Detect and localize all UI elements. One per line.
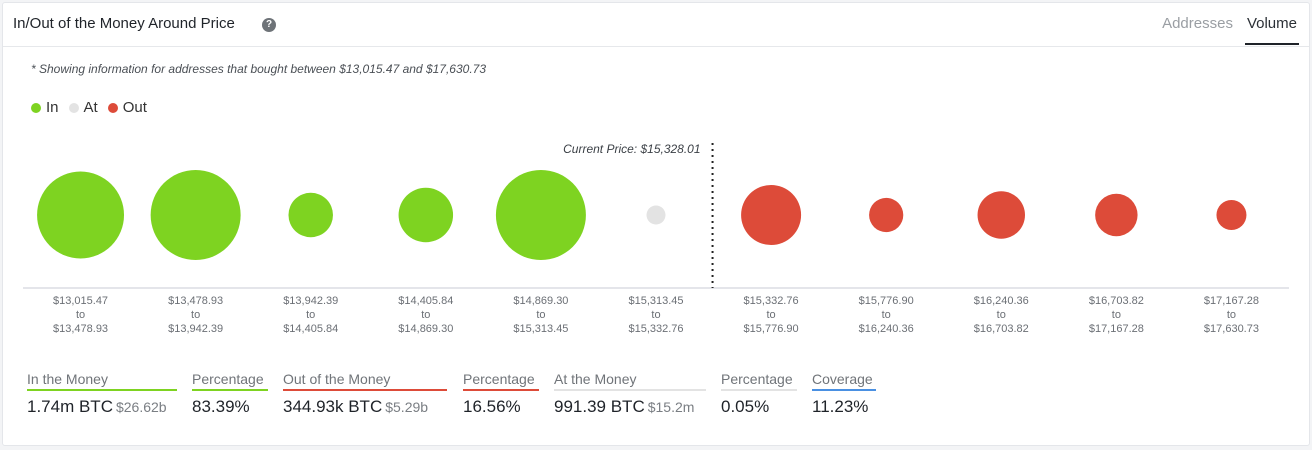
range-joiner-label: to bbox=[76, 309, 85, 321]
range-from-label: $14,869.30 bbox=[513, 295, 568, 307]
stat-label-coverage: Coverage bbox=[812, 371, 876, 391]
stat-out-of-the-money: Out of the Money 344.93k BTC $5.29b bbox=[283, 371, 447, 417]
bubble-out[interactable] bbox=[741, 185, 802, 245]
stat-value-at-the-money: 991.39 BTC $15.2m bbox=[554, 397, 706, 417]
legend-dot-in bbox=[31, 102, 41, 113]
range-to-label: $13,478.93 bbox=[53, 323, 108, 335]
range-joiner-label: to bbox=[651, 309, 660, 321]
stat-percentage-out: Percentage 16.56% bbox=[463, 371, 539, 417]
range-to-label: $17,167.28 bbox=[1089, 323, 1144, 335]
range-from-label: $15,332.76 bbox=[744, 295, 799, 307]
range-joiner-label: to bbox=[421, 309, 430, 321]
range-joiner-label: to bbox=[997, 309, 1006, 321]
range-to-label: $15,313.45 bbox=[513, 323, 568, 335]
bubble-in[interactable] bbox=[150, 170, 241, 260]
legend-label-in: In bbox=[46, 99, 59, 116]
bubble-out[interactable] bbox=[1216, 200, 1247, 230]
range-to-label: $14,869.30 bbox=[398, 323, 453, 335]
stat-amount-in: 1.74m BTC bbox=[27, 397, 113, 416]
legend-label-out: Out bbox=[122, 99, 147, 116]
range-joiner-label: to bbox=[882, 309, 891, 321]
stat-usd-in: $26.62b bbox=[115, 399, 167, 415]
stat-amount-at: 991.39 BTC bbox=[554, 397, 645, 416]
bubble-out[interactable] bbox=[1095, 193, 1138, 237]
stat-usd-out: $5.29b bbox=[385, 399, 429, 415]
stat-value-percentage-out: 16.56% bbox=[463, 397, 521, 416]
range-from-label: $17,167.28 bbox=[1204, 295, 1259, 307]
range-note: * Showing information for addresses that… bbox=[31, 62, 486, 76]
chart-title: In/Out of the Money Around Price bbox=[13, 15, 235, 32]
stat-percentage-at: Percentage 0.05% bbox=[721, 371, 797, 417]
legend-item-out[interactable]: Out bbox=[107, 99, 147, 116]
stat-percentage-in: Percentage 83.39% bbox=[192, 371, 268, 417]
range-joiner-label: to bbox=[766, 309, 775, 321]
bubble-in[interactable] bbox=[495, 170, 586, 260]
stat-amount-out: 344.93k BTC bbox=[283, 397, 383, 416]
chart-legend: In At Out bbox=[31, 99, 147, 116]
range-to-label: $16,703.82 bbox=[974, 323, 1029, 335]
stat-label-in-the-money: In the Money bbox=[27, 371, 177, 391]
range-to-label: $14,405.84 bbox=[283, 323, 338, 335]
legend-item-in[interactable]: In bbox=[31, 99, 59, 116]
current-price-label: Current Price: $15,328.01 bbox=[563, 142, 700, 156]
range-joiner-label: to bbox=[306, 309, 315, 321]
stat-label-at-the-money: At the Money bbox=[554, 371, 706, 391]
range-joiner-label: to bbox=[1112, 309, 1121, 321]
range-from-label: $16,703.82 bbox=[1089, 295, 1144, 307]
bubble-in[interactable] bbox=[288, 192, 333, 238]
range-to-label: $13,942.39 bbox=[168, 323, 223, 335]
range-joiner-label: to bbox=[536, 309, 545, 321]
legend-dot-at bbox=[68, 102, 79, 113]
view-tabs: Addresses Volume bbox=[1160, 15, 1299, 45]
range-from-label: $13,478.93 bbox=[168, 295, 223, 307]
stat-in-the-money: In the Money 1.74m BTC $26.62b bbox=[27, 371, 177, 417]
range-from-label: $15,313.45 bbox=[628, 295, 683, 307]
bubble-in[interactable] bbox=[398, 187, 454, 243]
stat-value-out-of-the-money: 344.93k BTC $5.29b bbox=[283, 397, 447, 417]
legend-item-at[interactable]: At bbox=[68, 99, 98, 116]
range-joiner-label: to bbox=[1227, 309, 1236, 321]
card-header: In/Out of the Money Around Price ? Addre… bbox=[3, 3, 1309, 47]
stat-value-percentage-at: 0.05% bbox=[721, 397, 770, 416]
stat-label-percentage-at: Percentage bbox=[721, 371, 797, 391]
stat-usd-at: $15.2m bbox=[647, 399, 695, 415]
range-joiner-label: to bbox=[191, 309, 200, 321]
range-from-label: $13,942.39 bbox=[283, 295, 338, 307]
bubble-chart: $13,015.47 to $13,478.93 $13,478.93 to $13,94… bbox=[23, 142, 1289, 335]
bubble-out[interactable] bbox=[977, 191, 1025, 239]
stat-label-percentage-in: Percentage bbox=[192, 371, 268, 391]
tab-addresses[interactable]: Addresses bbox=[1162, 15, 1233, 32]
legend-label-at: At bbox=[83, 99, 98, 116]
bubble-out[interactable] bbox=[869, 197, 904, 233]
bubble-at[interactable] bbox=[646, 205, 666, 225]
range-from-label: $14,405.84 bbox=[398, 295, 453, 307]
stat-value-percentage-in: 83.39% bbox=[192, 397, 250, 416]
stat-label-percentage-out: Percentage bbox=[463, 371, 539, 391]
range-to-label: $15,332.76 bbox=[628, 323, 683, 335]
range-from-label: $13,015.47 bbox=[53, 295, 108, 307]
question-circle-icon[interactable]: ? bbox=[262, 18, 276, 32]
range-to-label: $17,630.73 bbox=[1204, 323, 1259, 335]
stat-coverage: Coverage 11.23% bbox=[812, 371, 876, 417]
range-to-label: $16,240.36 bbox=[859, 323, 914, 335]
stat-label-out-of-the-money: Out of the Money bbox=[283, 371, 447, 391]
range-from-label: $15,776.90 bbox=[859, 295, 914, 307]
stat-at-the-money: At the Money 991.39 BTC $15.2m bbox=[554, 371, 706, 417]
range-to-label: $15,776.90 bbox=[744, 323, 799, 335]
stat-value-coverage: 11.23% bbox=[812, 397, 869, 416]
stat-value-in-the-money: 1.74m BTC $26.62b bbox=[27, 397, 177, 417]
range-from-label: $16,240.36 bbox=[974, 295, 1029, 307]
bubble-in[interactable] bbox=[37, 171, 125, 259]
tab-volume[interactable]: Volume bbox=[1244, 15, 1299, 45]
legend-dot-out bbox=[107, 102, 118, 113]
